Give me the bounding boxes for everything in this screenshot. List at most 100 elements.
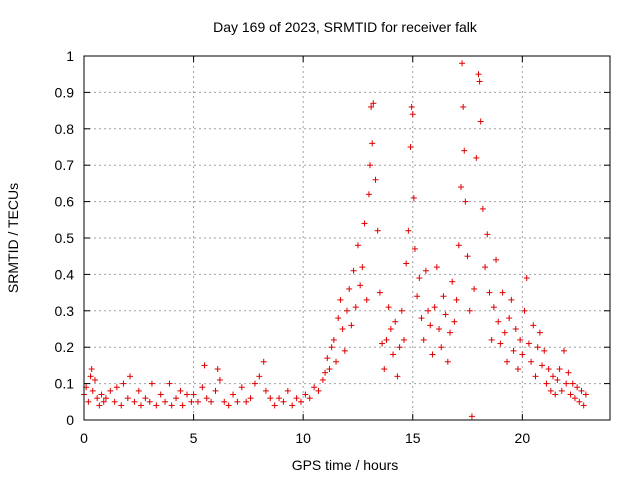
data-point	[429, 351, 436, 358]
x-tick-label: 20	[515, 430, 531, 446]
data-point	[348, 322, 355, 329]
data-point	[199, 384, 206, 391]
data-point	[534, 344, 541, 351]
data-point	[363, 296, 370, 303]
data-point	[488, 336, 495, 343]
data-point	[547, 387, 554, 394]
data-point	[214, 366, 221, 373]
data-point	[461, 147, 468, 154]
data-point	[499, 289, 506, 296]
data-point	[464, 253, 471, 260]
data-point	[376, 289, 383, 296]
data-point	[328, 344, 335, 351]
data-point	[560, 347, 567, 354]
data-point	[293, 395, 300, 402]
data-point	[251, 380, 258, 387]
data-point	[146, 398, 153, 405]
data-point	[208, 398, 215, 405]
data-point	[512, 326, 519, 332]
data-point	[102, 395, 109, 402]
data-point	[369, 140, 376, 147]
data-point	[394, 373, 401, 380]
data-point	[142, 395, 149, 402]
data-point	[368, 103, 375, 110]
y-tick-label: 0.9	[55, 84, 75, 100]
data-point	[453, 296, 460, 303]
y-tick-label: 0.7	[55, 157, 75, 173]
x-tick-label: 10	[295, 430, 311, 446]
grid	[84, 56, 610, 420]
data-point	[408, 103, 415, 110]
data-point	[98, 391, 105, 398]
y-tick-label: 0.4	[55, 266, 75, 282]
data-point	[455, 242, 462, 249]
data-point	[88, 366, 95, 373]
data-point	[563, 380, 570, 387]
data-point	[414, 293, 421, 300]
data-point	[523, 275, 530, 282]
y-tick-label: 1	[66, 48, 74, 64]
data-point	[91, 376, 98, 383]
data-point	[565, 369, 572, 376]
data-point	[177, 387, 184, 394]
data-point	[203, 395, 210, 402]
data-point	[162, 398, 169, 405]
data-point	[335, 315, 342, 322]
data-point	[556, 366, 563, 373]
data-point	[350, 267, 357, 274]
data-point	[460, 103, 467, 110]
data-point	[297, 398, 304, 405]
data-point	[392, 318, 399, 325]
data-point	[442, 311, 449, 318]
data-point	[271, 402, 278, 409]
data-point	[118, 402, 125, 409]
data-point	[449, 278, 456, 285]
data-point	[477, 118, 484, 125]
data-point	[410, 194, 417, 201]
data-point	[111, 398, 118, 405]
data-point	[521, 307, 528, 314]
data-point	[87, 373, 94, 380]
data-point	[190, 391, 197, 398]
data-point	[525, 340, 532, 347]
data-point	[256, 373, 263, 380]
data-point	[100, 398, 107, 405]
chart-title: Day 169 of 2023, SRMTID for receiver fal…	[213, 19, 478, 35]
data-point	[578, 387, 585, 394]
data-point	[476, 78, 483, 85]
data-point	[462, 198, 469, 205]
data-point	[127, 373, 134, 380]
data-point	[120, 380, 127, 387]
data-point	[379, 340, 386, 347]
data-point	[374, 227, 381, 234]
x-tick-label: 15	[405, 430, 421, 446]
data-point	[552, 391, 559, 398]
data-point	[405, 227, 412, 234]
data-point	[148, 380, 155, 387]
data-point	[131, 398, 138, 405]
data-point	[400, 336, 407, 343]
data-point	[532, 373, 539, 380]
data-point	[113, 384, 120, 391]
data-point	[536, 329, 543, 336]
data-point	[135, 387, 142, 394]
data-point	[387, 326, 394, 332]
data-point	[493, 256, 500, 263]
data-point	[385, 304, 392, 311]
data-point	[124, 395, 131, 402]
data-point	[447, 329, 454, 336]
data-point	[284, 387, 291, 394]
data-point	[427, 322, 434, 329]
data-point	[225, 402, 232, 409]
data-point	[94, 395, 101, 402]
data-point	[398, 307, 405, 314]
data-point	[383, 336, 390, 343]
y-tick-label: 0.5	[55, 230, 75, 246]
data-point	[517, 336, 524, 343]
data-point	[337, 296, 344, 303]
data-point	[341, 347, 348, 354]
data-point	[322, 369, 329, 376]
data-point	[451, 318, 458, 325]
data-point	[554, 376, 561, 383]
data-point	[396, 344, 403, 351]
